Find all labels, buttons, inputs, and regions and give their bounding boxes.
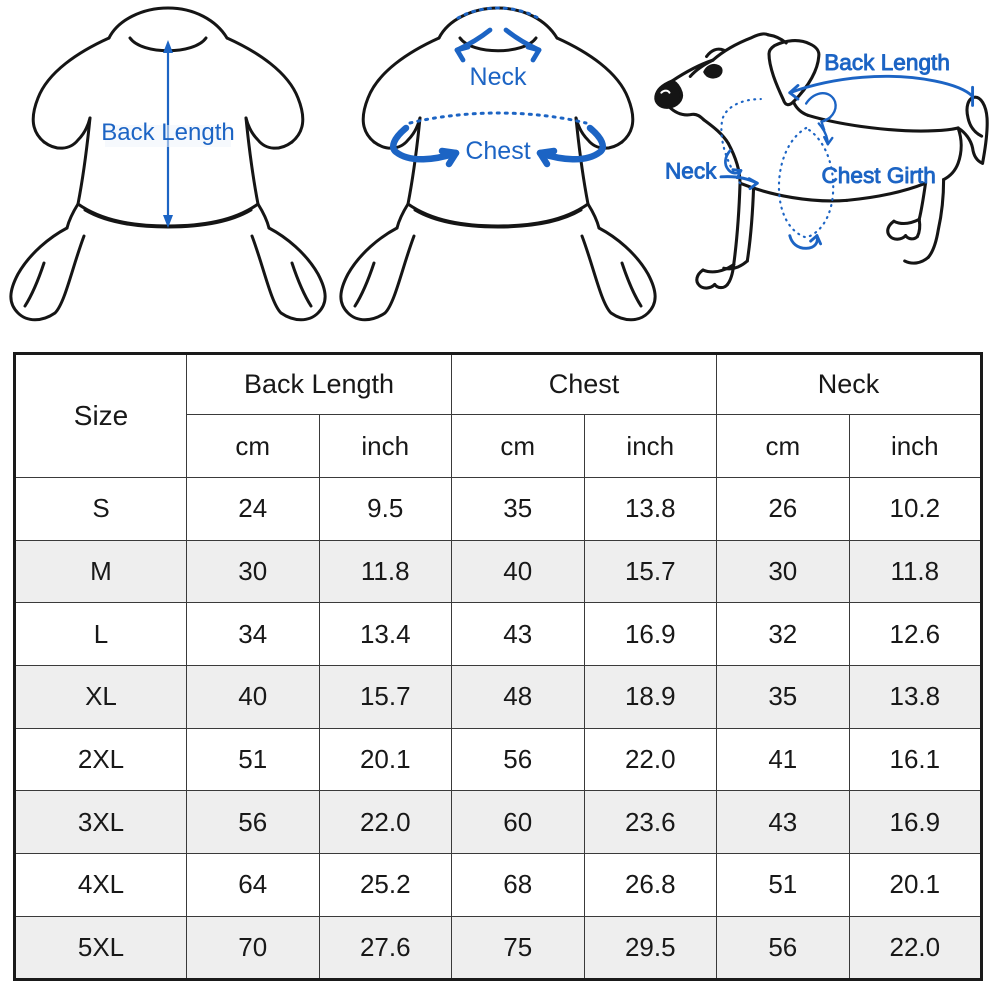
svg-text:Neck: Neck [665,159,717,184]
svg-text:Neck: Neck [470,63,527,91]
svg-text:Chest: Chest [465,137,530,165]
svg-text:Back Length: Back Length [101,119,234,146]
svg-text:Back Length: Back Length [824,50,950,75]
svg-text:Chest Girth: Chest Girth [821,163,935,188]
